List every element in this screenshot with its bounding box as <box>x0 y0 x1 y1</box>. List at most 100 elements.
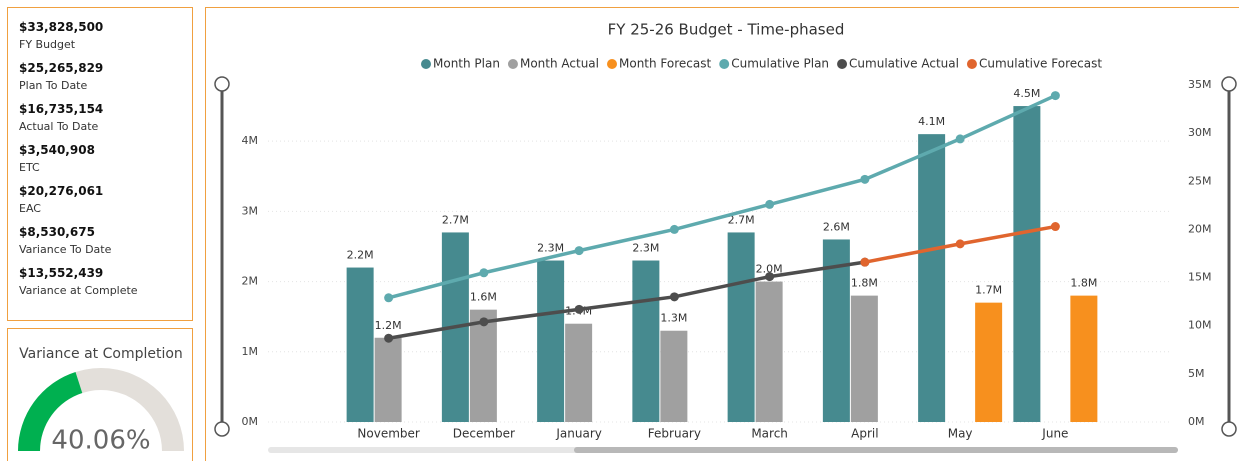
gauge-title: Variance at Completion <box>19 346 183 362</box>
y2-tick-label: 10M <box>1188 319 1212 332</box>
y2-tick-label: 0M <box>1188 415 1205 428</box>
x-tick-label: March <box>751 427 788 441</box>
data-label: 2.7M <box>442 213 469 226</box>
bar <box>469 309 497 422</box>
kpi-label: ETC <box>19 161 40 174</box>
x-tick-label: February <box>648 427 701 441</box>
bar <box>727 232 755 422</box>
x-tick-label: April <box>851 427 878 441</box>
bar <box>975 302 1003 422</box>
legend-label: Cumulative Forecast <box>979 57 1102 71</box>
legend-marker <box>607 59 617 69</box>
bar <box>850 295 878 422</box>
kpi-card: $33,828,500 FY Budget $25,265,829 Plan To D… <box>7 7 193 321</box>
data-label: 1.8M <box>851 277 878 290</box>
x-tick-label: November <box>357 427 419 441</box>
data-label: 1.2M <box>375 319 402 332</box>
x-tick-label: May <box>948 427 973 441</box>
y2-tick-label: 20M <box>1188 222 1212 235</box>
line-point <box>669 292 679 302</box>
scrollbar-thumb[interactable] <box>574 447 1178 453</box>
line-point <box>1050 222 1060 232</box>
data-label: 1.3M <box>660 312 687 325</box>
slider-handle[interactable] <box>1221 421 1237 437</box>
bar <box>632 260 660 422</box>
kpi-value: $25,265,829 <box>19 61 104 75</box>
line-point <box>384 293 394 303</box>
legend-marker <box>507 59 518 69</box>
line-point <box>479 268 489 278</box>
y-tick-label: 3M <box>242 204 259 217</box>
data-label: 2.0M <box>756 263 783 276</box>
bar <box>755 281 783 422</box>
data-label: 2.7M <box>728 213 755 226</box>
line-point <box>955 239 965 249</box>
bar <box>1013 106 1041 422</box>
line-point <box>384 333 394 343</box>
bar <box>822 239 850 422</box>
kpi-value: $8,530,675 <box>19 225 95 239</box>
line-point <box>574 304 584 314</box>
data-label: 2.6M <box>823 220 850 233</box>
y-tick-label: 1M <box>242 345 259 358</box>
line-point <box>479 317 489 327</box>
y2-tick-label: 35M <box>1188 78 1212 91</box>
kpi-label: Plan To Date <box>19 79 88 92</box>
bar <box>374 337 402 422</box>
line-point <box>765 199 775 209</box>
bar <box>1070 295 1098 422</box>
chart-title: FY 25-26 Budget - Time-phased <box>608 21 845 39</box>
bar <box>537 260 565 422</box>
legend-label: Cumulative Plan <box>731 57 829 71</box>
x-tick-label: June <box>1041 427 1068 441</box>
kpi-value: $20,276,061 <box>19 184 104 198</box>
line-point <box>574 246 584 256</box>
bar <box>346 267 374 422</box>
line-point <box>1050 91 1060 101</box>
legend-label: Month Actual <box>520 57 599 71</box>
x-tick-label: January <box>555 427 602 441</box>
kpi-label: Variance To Date <box>19 243 112 256</box>
line-point <box>860 257 870 267</box>
data-label: 4.5M <box>1013 87 1040 100</box>
data-label: 1.6M <box>470 291 497 304</box>
gauge-fill <box>18 372 83 451</box>
slider-handle[interactable] <box>1221 76 1237 92</box>
line <box>388 260 866 340</box>
kpi-value: $16,735,154 <box>19 102 104 116</box>
y-tick-label: 0M <box>242 415 259 428</box>
gauge-value: 40.06% <box>51 426 150 456</box>
y2-tick-label: 30M <box>1188 126 1212 139</box>
line-point <box>669 224 679 234</box>
slider-handle[interactable] <box>214 421 230 437</box>
kpi-value: $33,828,500 <box>19 20 104 34</box>
gauge-card: Variance at Completion 40.06% <box>7 328 193 461</box>
gauge: Variance at Completion 40.06% <box>18 346 184 456</box>
data-label: 2.3M <box>537 242 564 255</box>
y2-tick-label: 15M <box>1188 271 1212 284</box>
y-tick-label: 4M <box>242 134 259 147</box>
line <box>388 93 1057 300</box>
legend-label: Cumulative Actual <box>849 57 959 71</box>
legend-marker <box>421 59 431 69</box>
legend-label: Month Forecast <box>619 57 711 71</box>
legend-label: Month Plan <box>433 57 500 71</box>
x-tick-label: December <box>453 427 515 441</box>
data-label: 2.3M <box>632 242 659 255</box>
bar <box>918 134 946 423</box>
kpi-value: $3,540,908 <box>19 143 95 157</box>
data-label: 1.8M <box>1070 277 1097 290</box>
legend-marker <box>837 59 848 69</box>
line-point <box>955 134 965 144</box>
kpi-label: Actual To Date <box>19 120 99 133</box>
bar <box>660 330 688 422</box>
line-point <box>765 272 775 282</box>
line-point <box>860 174 870 184</box>
y-tick-label: 2M <box>242 275 259 288</box>
slider-handle[interactable] <box>214 76 230 92</box>
data-label: 4.1M <box>918 115 945 128</box>
data-label: 2.2M <box>347 249 374 262</box>
y2-tick-label: 25M <box>1188 174 1212 187</box>
